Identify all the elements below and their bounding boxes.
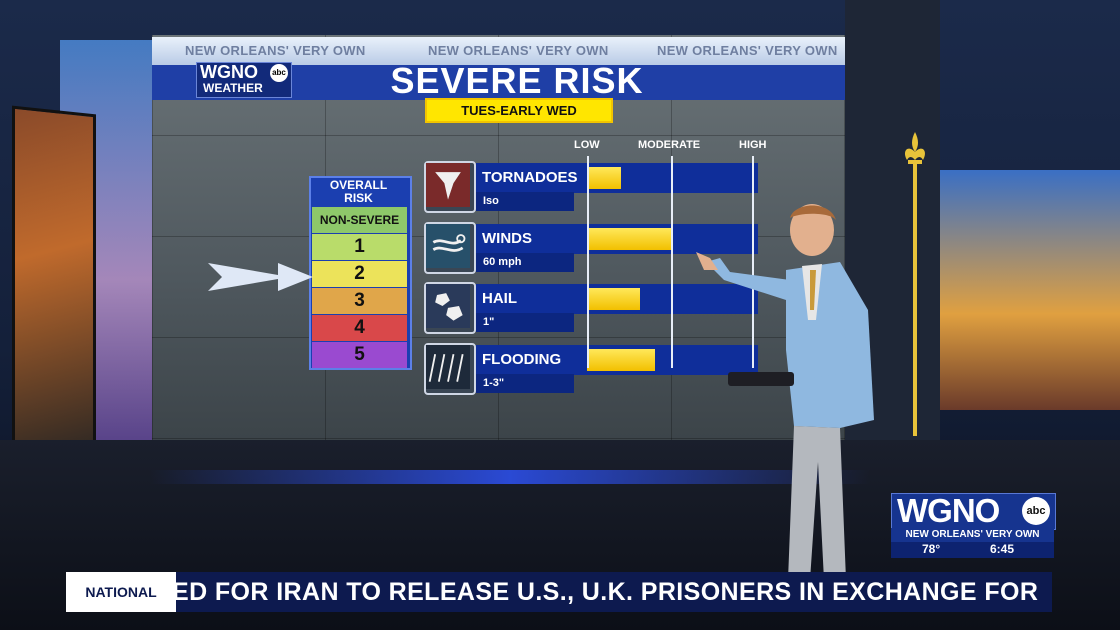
floor-light [150, 470, 870, 484]
tagline-3: NEW ORLEANS' VERY OWN [657, 43, 838, 58]
graphic-subtitle: TUES-EARLY WED [425, 98, 613, 123]
ticker-text-window: ED FOR IRAN TO RELEASE U.S., U.K. PRISON… [176, 572, 1052, 612]
news-ticker [66, 572, 1052, 612]
risk-level-5: 5 [312, 342, 407, 368]
fleur-de-lis-icon [904, 132, 926, 436]
hazard-name-tornadoes: TORNADOES [482, 169, 578, 186]
abc-logo-icon: abc [270, 64, 288, 82]
tagline-2: NEW ORLEANS' VERY OWN [428, 43, 609, 58]
hazard-level-fill-winds [587, 228, 672, 250]
station-bug-info-strip [891, 542, 1054, 558]
wind-icon [424, 222, 476, 274]
hazard-name-winds: WINDS [482, 230, 532, 247]
bridge-backdrop [940, 170, 1120, 410]
station-bug-logo: WGNO [897, 492, 1000, 529]
risk-level-3: 3 [312, 288, 407, 314]
hazard-level-fill-hail [587, 288, 640, 310]
risk-level-1: 1 [312, 234, 407, 260]
scale-line-high [752, 156, 754, 368]
graphic-title: SEVERE RISK [390, 60, 644, 101]
hazard-detail-bg-winds [476, 253, 574, 272]
scale-line-moderate [671, 156, 673, 368]
time-readout: 6:45 [990, 542, 1015, 556]
logo-text: WGNO [200, 62, 258, 82]
presenter [696, 204, 874, 592]
scale-line-low [587, 156, 589, 368]
station-bug-tagline: NEW ORLEANS' VERY OWN [891, 528, 1054, 542]
risk-level-4: 4 [312, 315, 407, 341]
indicator-arrow-icon [208, 263, 313, 291]
rain-icon [424, 343, 476, 395]
hazard-name-hail: HAIL [482, 290, 517, 307]
hazard-detail-tornadoes: Iso [483, 195, 499, 207]
overall-risk-title-line1: OVERALL [329, 178, 388, 192]
hazard-name-flooding: FLOODING [482, 351, 562, 368]
left-monitor [12, 105, 96, 471]
scale-label-high: HIGH [739, 139, 767, 151]
hazard-detail-hail: 1" [483, 316, 495, 328]
overall-risk-title: OVERALL RISK [309, 179, 408, 205]
ticker-label: NATIONAL [85, 584, 157, 600]
ticker-text: ED FOR IRAN TO RELEASE U.S., U.K. PRISON… [176, 578, 1039, 606]
hail-icon [424, 282, 476, 334]
tornado-icon [424, 161, 476, 213]
abc-network-icon: abc [1022, 497, 1050, 525]
hazard-detail-bg-flooding [476, 374, 574, 393]
hazard-level-fill-tornadoes [587, 167, 621, 189]
hazard-level-fill-flooding [587, 349, 655, 371]
risk-level-non-severe: NON-SEVERE [312, 207, 407, 233]
logo-subtext: WEATHER [203, 81, 263, 95]
risk-level-2: 2 [312, 261, 407, 287]
temperature-readout: 78° [922, 542, 941, 556]
overall-risk-title-line2: RISK [344, 191, 373, 205]
hazard-detail-bg-tornadoes [476, 192, 574, 211]
tagline-1: NEW ORLEANS' VERY OWN [185, 43, 366, 58]
scale-label-low: LOW [574, 139, 600, 151]
header-strip [152, 37, 845, 65]
hazard-detail-bg-hail [476, 313, 574, 332]
hazard-detail-flooding: 1-3" [483, 377, 505, 389]
hazard-detail-winds: 60 mph [483, 256, 522, 268]
ticker-label-box [66, 572, 176, 612]
scale-label-moderate: MODERATE [638, 139, 701, 151]
